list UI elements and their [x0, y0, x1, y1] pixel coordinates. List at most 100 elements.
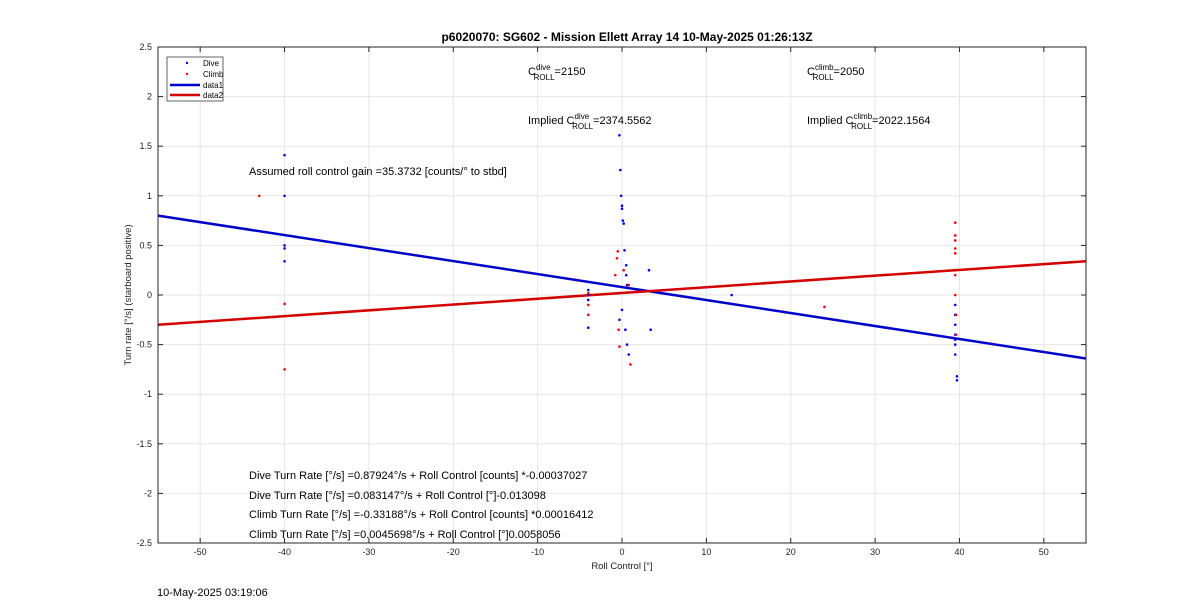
- annotation-c-dive-value: =2150: [555, 66, 586, 78]
- x-tick-label: 30: [870, 547, 880, 557]
- point-dive: [649, 328, 652, 332]
- point-dive: [618, 133, 621, 137]
- point-dive: [953, 323, 957, 327]
- point-climb: [586, 291, 590, 295]
- point-dive: [618, 318, 621, 322]
- y-tick-label: 2: [147, 92, 152, 102]
- point-climb: [613, 273, 617, 277]
- annotation-gain: Assumed roll control gain =35.3732 [coun…: [249, 166, 507, 178]
- x-tick-label: -30: [362, 547, 375, 557]
- point-dive: [620, 204, 624, 208]
- point-dive: [586, 326, 590, 330]
- x-axis-label: Roll Control [°]: [591, 561, 652, 572]
- x-tick-label: -10: [531, 547, 544, 557]
- point-dive: [283, 247, 286, 250]
- point-dive: [953, 303, 957, 307]
- annotation-implied-climb: Implied Cclimb ROLL=2022.1564: [807, 112, 930, 131]
- point-dive: [622, 222, 625, 225]
- point-dive: [953, 343, 957, 346]
- point-dive: [621, 219, 625, 222]
- point-climb: [954, 333, 958, 336]
- point-dive: [730, 293, 733, 297]
- point-dive: [647, 268, 651, 272]
- point-dive: [619, 168, 622, 172]
- legend-data1-label: data1: [203, 81, 224, 90]
- annotation-implied-dive-value: =2374.5562: [593, 115, 651, 127]
- point-dive: [586, 288, 590, 292]
- point-climb: [257, 194, 261, 198]
- point-dive: [953, 338, 957, 341]
- y-tick-label: -1.5: [136, 439, 152, 449]
- x-tick-label: 20: [786, 547, 796, 557]
- y-tick-label: 0.5: [139, 240, 152, 250]
- data-points: [257, 133, 959, 382]
- point-climb: [615, 256, 619, 260]
- annotation-eq-climb-deg: Climb Turn Rate [°/s] =0.0045698°/s + Ro…: [249, 529, 561, 541]
- fit-lines: [157, 214, 1087, 360]
- annotation-implied-climb-sup: climb: [853, 112, 872, 121]
- point-climb: [586, 313, 590, 317]
- y-tick-label: -1: [144, 389, 152, 399]
- point-dive: [283, 244, 286, 247]
- x-tick-label: -40: [278, 547, 291, 557]
- point-climb: [954, 313, 958, 317]
- legend-climb-label: Climb: [203, 70, 224, 79]
- chart-title: p6020070: SG602 - Mission Ellett Array 1…: [441, 30, 812, 44]
- point-climb: [953, 273, 957, 277]
- annotation-c-dive: Cdive ROLL=2150: [528, 63, 585, 82]
- point-dive: [624, 263, 628, 267]
- y-tick-label: -2.5: [136, 538, 152, 548]
- annotation-c-climb: Cclimb ROLL=2050: [807, 63, 864, 82]
- x-tick-label: -50: [194, 547, 207, 557]
- point-dive: [624, 273, 628, 277]
- point-climb: [622, 268, 625, 272]
- point-dive: [624, 328, 627, 332]
- annotation-c-climb-value: =2050: [834, 66, 865, 78]
- annotation-implied-dive-sup: dive: [574, 112, 589, 121]
- annotation-implied-dive-sub: ROLL: [572, 122, 593, 131]
- x-tick-label: 40: [954, 547, 964, 557]
- x-tick-label: -20: [447, 547, 460, 557]
- annotation-eq-dive-deg: Dive Turn Rate [°/s] =0.083147°/s + Roll…: [249, 490, 546, 502]
- point-dive: [623, 249, 626, 252]
- point-dive: [625, 343, 629, 346]
- point-climb: [627, 283, 631, 287]
- y-tick-label: -0.5: [136, 340, 152, 350]
- annotation-implied-dive: Implied Cdive ROLL=2374.5562: [528, 112, 651, 131]
- annotation-implied-climb-sub: ROLL: [851, 122, 872, 131]
- legend-data2-label: data2: [203, 91, 224, 100]
- point-dive: [955, 379, 959, 382]
- y-tick-label: 2.5: [139, 42, 152, 52]
- annotation-c-climb-sup: climb: [815, 63, 834, 72]
- point-dive: [283, 153, 286, 157]
- point-dive: [627, 353, 631, 356]
- annotation-c-climb-sub: ROLL: [813, 73, 834, 82]
- point-climb: [283, 302, 286, 306]
- point-dive: [953, 353, 957, 356]
- annotation-c-dive-sup: dive: [536, 63, 551, 72]
- x-tick-label: 10: [701, 547, 711, 557]
- legend-dive-label: Dive: [203, 59, 220, 68]
- point-dive: [955, 375, 959, 378]
- point-climb: [617, 328, 620, 332]
- annotation-c-dive-sub: ROLL: [534, 73, 555, 82]
- point-climb: [953, 293, 957, 297]
- y-tick-label: -2: [144, 488, 152, 498]
- point-climb: [283, 368, 286, 371]
- annotation-eq-climb-counts: Climb Turn Rate [°/s] =-0.33188°/s + Rol…: [249, 509, 594, 521]
- legend-dive-marker: [185, 61, 189, 65]
- footer-timestamp: 10-May-2025 03:19:06: [157, 587, 268, 599]
- annotation-implied-climb-prefix: Implied C: [807, 115, 854, 127]
- point-climb: [953, 247, 957, 250]
- point-dive: [283, 259, 286, 263]
- annotation-implied-dive-prefix: Implied C: [528, 115, 575, 127]
- ticks: -50 -40 -30 -20 -10 0 10 20 30 40 50-2.5-2-1.5-1-0…: [136, 42, 1086, 557]
- x-tick-label: 50: [1039, 547, 1049, 557]
- point-climb: [953, 252, 957, 255]
- point-climb: [629, 363, 632, 366]
- annotation-implied-climb-value: =2022.1564: [872, 115, 930, 127]
- point-climb: [618, 345, 621, 348]
- annotation-eq-dive-counts: Dive Turn Rate [°/s] =0.87924°/s + Roll …: [249, 470, 587, 482]
- y-tick-label: 1: [147, 191, 152, 201]
